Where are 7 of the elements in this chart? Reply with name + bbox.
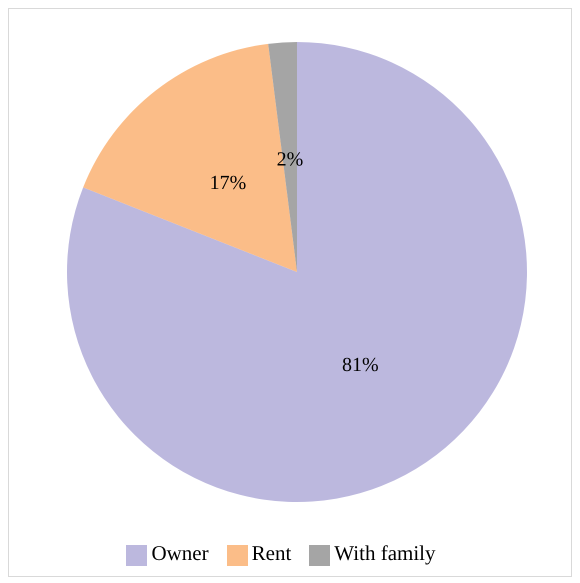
legend-label: Owner: [151, 541, 209, 565]
data-label: 17%: [210, 172, 246, 194]
legend-label: With family: [334, 541, 436, 565]
data-label: 81%: [342, 354, 379, 376]
legend-label: Rent: [252, 541, 292, 565]
data-label: 2%: [276, 148, 304, 171]
pie-slice: [67, 42, 527, 502]
